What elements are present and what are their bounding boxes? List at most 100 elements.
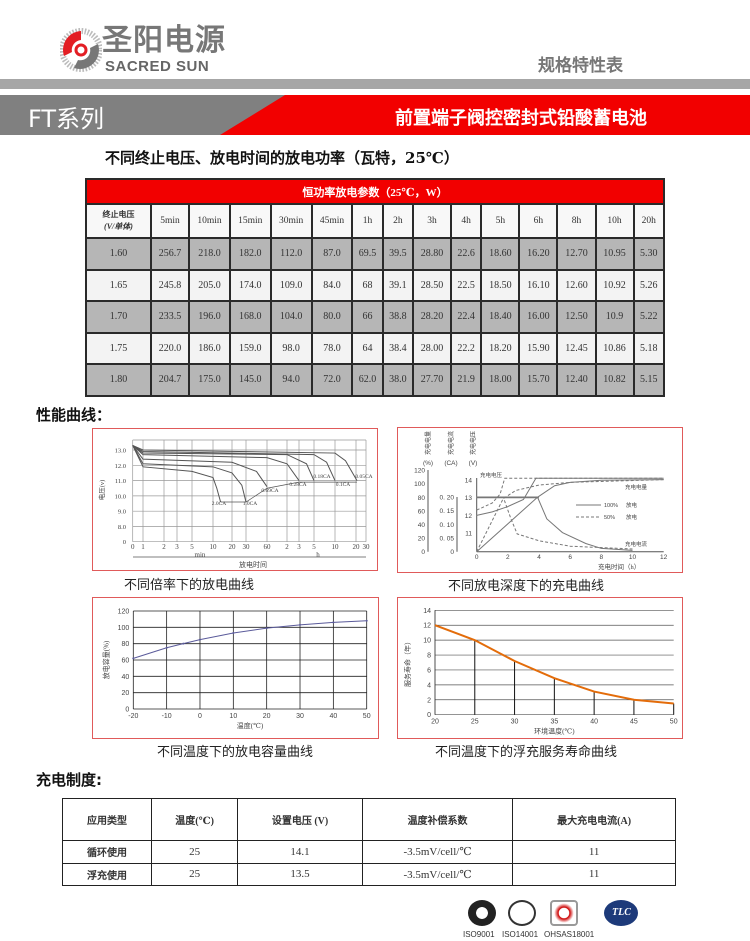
value-cell: 13.5 [237,862,363,886]
x-tick-label: 1 [141,543,145,551]
power-value-cell: 22.6 [450,237,483,271]
x-tick-label: 40 [590,719,598,726]
power-table: 恒功率放电参数（25℃，W） 终止电压 (V/单体) 5min 10min 15min 30… [85,178,666,397]
y-axis-label: 服务寿命（年） [403,638,412,687]
x-tick-label: 10 [629,554,637,561]
series-title: FT系列 [28,105,105,133]
x-tick-label: 0 [198,713,202,720]
power-value-cell: 5.18 [632,331,666,365]
power-value-cell: 109.0 [269,268,313,302]
table-header-row: 终止电压 (V/单体) 5min 10min 15min 30min 45min 1h 2h 3h… [85,203,666,239]
value-cell: 25 [151,862,239,886]
x-tick-label: 20 [353,543,361,551]
data-point [198,638,201,641]
power-value-cell: 16.20 [518,237,559,271]
column-header: 20h [632,203,666,239]
power-value-cell: 28.20 [411,300,453,334]
power-value-cell: 10.82 [594,363,635,397]
x-tick-label: 25 [471,719,479,726]
chart-frame-charge [397,427,683,573]
power-value-cell: 27.70 [411,363,453,397]
capacity-tick: 80 [418,495,426,502]
voltage-tick: 13 [465,495,473,502]
capacity-tick: 40 [418,522,426,529]
power-value-cell: 5.15 [632,363,666,397]
capacity-tick: 100 [414,481,425,488]
x-tick-label: -10 [162,713,172,720]
x-tick-label: 3 [175,543,179,551]
power-value-cell: 5.26 [632,268,666,302]
x-tick-label: 5 [312,543,316,551]
x-tick-label: 30 [363,543,371,551]
table-title: 恒功率放电参数（25℃，W） [85,178,665,205]
table-row: 1.80 204.7 175.0 145.0 94.0 72.0 62.0 38.0 27.70… [85,363,666,397]
capacity-tick: 120 [414,468,425,475]
power-section-title: 不同终止电压、放电时间的放电功率（瓦特，25℃） [105,149,459,167]
axis-unit: (V) [469,460,478,467]
y-tick-label: 4 [427,682,431,689]
x-tick-label: 2 [506,554,510,561]
x-tick-label: 30 [243,543,251,551]
chart-caption: 不同放电深度下的充电曲线 [448,578,605,593]
y-tick-label: 0 [123,539,126,546]
current-tick: 0 [450,549,454,556]
curve-label: 2.0CA [212,501,227,507]
iso9001-cert-icon [468,900,496,926]
x-tick-label: 0 [131,543,135,551]
product-title: 前置端子阀控密封式铅酸蓄电池 [395,108,647,128]
power-value-cell: 16.10 [518,268,559,302]
y-tick-label: 80 [122,641,130,648]
y-tick-label: 0 [125,707,129,714]
power-value-cell: 182.0 [228,237,272,271]
column-header: 1h [351,203,384,239]
y-tick-label: 12 [423,623,431,630]
cutoff-voltage-cell: 1.60 [85,237,152,271]
charge-curve-current [476,496,633,550]
tlc-cert-label: TLC [612,907,631,918]
column-header: 6h [518,203,559,239]
column-header: 2h [381,203,414,239]
table-header-row: 应用类型 温度(℃) 设置电压 (V) 温度补偿系数 最大充电电流(A) [61,798,676,841]
power-value-cell: 94.0 [269,363,313,397]
x-tick-label: 2 [285,543,289,551]
y-tick-label: 8 [427,653,431,660]
data-point [365,619,368,622]
axis-unit: (CA) [444,460,457,467]
power-value-cell: 12.70 [556,237,597,271]
x-tick-label: 45 [630,719,638,726]
axis-unit: (%) [423,460,433,467]
power-value-cell: 98.0 [269,331,313,365]
charge-curve-voltage [476,477,664,511]
x-axis-label: 放电时间 [239,560,267,569]
value-cell: 14.1 [237,840,363,864]
power-value-cell: 12.50 [556,300,597,334]
column-header: 设置电压 (V) [237,798,363,841]
brand-logo-icon [60,28,102,72]
power-value-cell: 159.0 [228,331,272,365]
curve-label: 0.1CA [336,482,351,488]
voltage-tick: 11 [465,531,472,538]
chart-frame-life [397,597,683,739]
x-unit-label: h [316,551,320,559]
curve-label: 1.0CA [243,501,258,507]
y-tick-label: 120 [118,609,130,616]
power-value-cell: 38.4 [381,331,414,365]
x-tick-label: 3 [297,543,301,551]
current-tick: 0. 10 [440,522,455,529]
power-value-cell: 22.4 [450,300,483,334]
curve-label: 0.18CA [313,474,330,480]
cert-label: OHSAS18001 [544,930,595,939]
y-tick-label: 12.0 [115,463,126,470]
y-tick-label: 11.0 [115,478,126,485]
y-axis-label: 电压(v) [97,480,106,501]
title-band [0,95,750,135]
y-tick-label: 13.0 [115,448,126,455]
chart-caption: 不同温度下的浮充服务寿命曲线 [435,744,618,759]
data-point [265,627,268,630]
legend-label: 50% [604,515,615,521]
chart-caption: 不同温度下的放电容量曲线 [157,744,314,759]
x-tick-label: 20 [431,719,439,726]
power-value-cell: 28.00 [411,331,453,365]
axis-title: 充电电流 [447,431,455,455]
